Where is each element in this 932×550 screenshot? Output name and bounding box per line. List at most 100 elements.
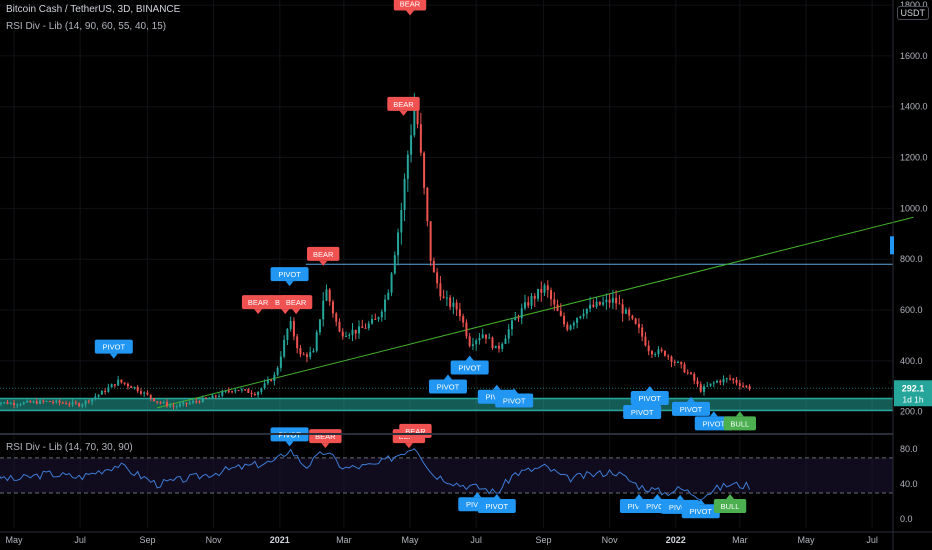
label-text: BEAR	[248, 298, 269, 307]
pane-indicator-legend[interactable]: RSI Div - Lib (14, 70, 30, 90)	[6, 442, 133, 453]
candle-body	[660, 349, 663, 351]
chart-title: Bitcoin Cash / TetherUS, 3D, BINANCE	[6, 4, 181, 15]
candle-body	[315, 332, 318, 351]
candle-body	[725, 378, 728, 380]
candle-body	[120, 379, 123, 383]
label-text: PIVOT	[458, 363, 481, 372]
candle-body	[735, 380, 738, 384]
label-pointer	[645, 385, 654, 391]
candle-body	[380, 311, 383, 318]
candle-body	[595, 301, 598, 307]
label-text: PIVOT	[486, 502, 509, 511]
label-text: PIVOT	[639, 394, 662, 403]
candle-body	[712, 382, 715, 384]
candle-body	[550, 290, 553, 300]
candle-body	[374, 318, 377, 320]
candle-body	[465, 322, 468, 337]
label-pointer	[399, 110, 408, 116]
candle-body	[676, 361, 679, 363]
candle-body	[429, 221, 432, 261]
label-pointer	[281, 309, 290, 315]
candle-body	[97, 394, 100, 397]
candle-body	[322, 300, 325, 320]
candle-body	[602, 302, 605, 305]
candle-body	[598, 301, 601, 305]
candle-body	[32, 401, 35, 403]
candle-body	[139, 391, 142, 394]
bull-signal-label: BULL	[713, 493, 747, 513]
candle-body	[585, 308, 588, 314]
x-tick-label: Jul	[866, 535, 878, 545]
candle-body	[569, 325, 572, 330]
candle-body	[621, 304, 624, 314]
pivot-signal-label: PIVOT	[495, 388, 534, 408]
candle-body	[637, 323, 640, 328]
candle-body	[192, 401, 195, 403]
main-indicator-legend[interactable]: RSI Div - Lib (14, 90, 60, 55, 40, 15)	[6, 21, 167, 32]
candle-body	[709, 383, 712, 386]
candle-body	[423, 152, 426, 188]
candle-body	[260, 388, 263, 392]
pivot-signal-label: PIVOT	[94, 339, 133, 359]
candle-body	[393, 255, 396, 274]
label-pointer	[443, 374, 452, 380]
x-tick-label: Nov	[602, 535, 619, 545]
candle-body	[364, 327, 367, 329]
candle-body	[589, 304, 592, 309]
label-box	[623, 404, 662, 419]
candle-body	[501, 343, 504, 349]
candle-body	[185, 402, 188, 404]
candle-body	[65, 403, 68, 405]
candle-body	[107, 387, 110, 392]
candle-body	[462, 316, 465, 323]
label-box	[450, 360, 489, 375]
y-tick-label: 1000.0	[900, 203, 928, 213]
candle-body	[706, 385, 709, 387]
candle-body	[663, 350, 666, 356]
candle-body	[149, 394, 152, 399]
candle-body	[58, 400, 61, 403]
candle-body	[377, 317, 380, 320]
candle-body	[123, 382, 126, 384]
label-pointer	[285, 441, 294, 447]
label-pointer	[686, 396, 695, 402]
candle-body	[42, 400, 45, 402]
candle-body	[87, 400, 90, 402]
label-pointer	[653, 493, 662, 499]
candle-body	[195, 401, 198, 403]
pivot-signal-label: PIVOT	[694, 411, 733, 431]
candle-body	[400, 209, 403, 233]
candle-body	[6, 402, 9, 404]
x-tick-label: Sep	[139, 535, 155, 545]
label-box	[94, 339, 133, 354]
trendline-axis-marker	[890, 236, 894, 255]
rsi-y-tick-label: 0.0	[900, 514, 913, 524]
candle-body	[237, 390, 240, 392]
candle-body	[497, 345, 500, 349]
currency-button[interactable]: USDT	[896, 6, 929, 20]
x-tick-label: Nov	[206, 535, 223, 545]
trend-line	[157, 216, 914, 409]
candle-body	[348, 334, 351, 336]
candle-body	[305, 354, 308, 357]
candle-body	[211, 395, 214, 398]
candle-body	[556, 304, 559, 311]
x-tick-label: Sep	[535, 535, 551, 545]
candle-body	[390, 273, 393, 293]
label-pointer	[411, 437, 420, 443]
label-pointer	[492, 493, 501, 499]
candle-body	[439, 283, 442, 297]
candle-body	[680, 361, 683, 365]
candle-body	[71, 402, 74, 405]
candle-body	[39, 400, 42, 404]
candle-body	[546, 285, 549, 291]
label-box	[477, 498, 516, 513]
label-box	[713, 498, 747, 513]
candle-body	[283, 339, 286, 357]
candle-body	[458, 309, 461, 317]
candle-body	[576, 318, 579, 323]
candle-body	[159, 402, 162, 404]
x-tick-label: Jul	[470, 535, 482, 545]
